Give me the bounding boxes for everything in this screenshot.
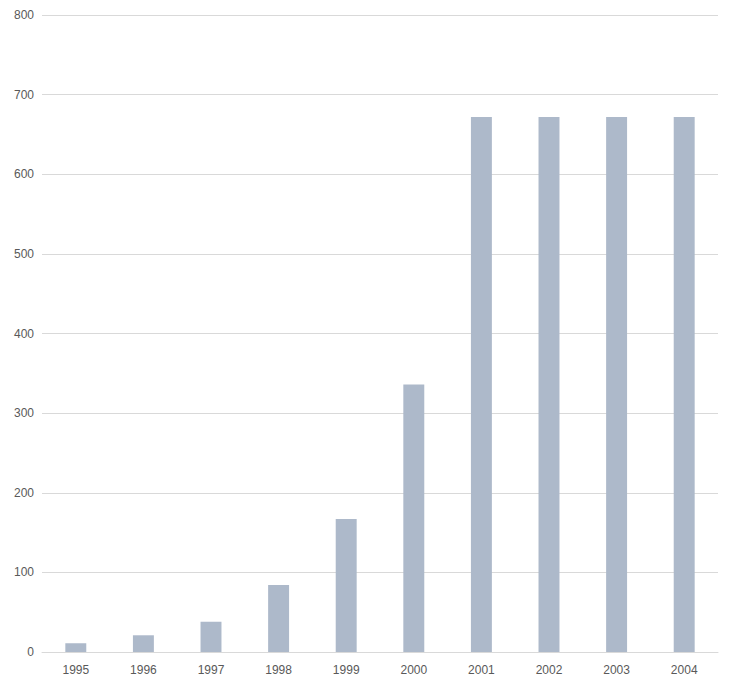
svg-text:2002: 2002 (536, 663, 563, 677)
svg-text:200: 200 (14, 486, 34, 500)
svg-text:500: 500 (14, 247, 34, 261)
svg-text:2004: 2004 (671, 663, 698, 677)
svg-text:700: 700 (14, 88, 34, 102)
svg-text:800: 800 (14, 8, 34, 22)
svg-text:300: 300 (14, 406, 34, 420)
svg-text:2001: 2001 (468, 663, 495, 677)
svg-text:1998: 1998 (265, 663, 292, 677)
svg-text:600: 600 (14, 167, 34, 181)
svg-text:100: 100 (14, 565, 34, 579)
svg-text:1996: 1996 (130, 663, 157, 677)
svg-text:1995: 1995 (62, 663, 89, 677)
svg-text:1997: 1997 (198, 663, 225, 677)
svg-text:0: 0 (27, 645, 34, 659)
svg-text:1999: 1999 (333, 663, 360, 677)
svg-text:400: 400 (14, 327, 34, 341)
svg-text:2000: 2000 (400, 663, 427, 677)
svg-text:2003: 2003 (603, 663, 630, 677)
